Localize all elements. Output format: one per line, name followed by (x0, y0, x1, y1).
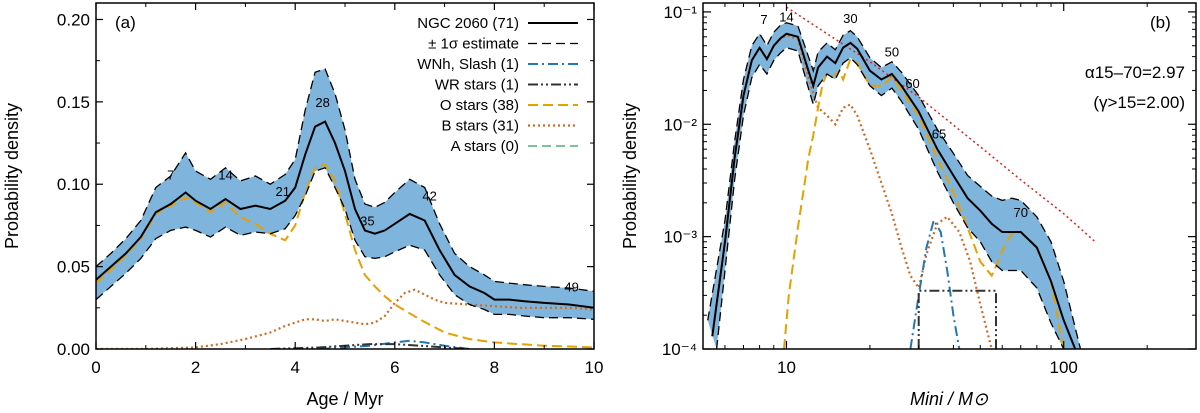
series-b-power-law (786, 6, 1096, 243)
legend-label: A stars (0) (451, 138, 519, 155)
panel-b-gamma: (γ>15=2.00) (1093, 93, 1185, 112)
x-tick-label-a: 6 (390, 358, 399, 377)
panel-b-label: (b) (1150, 13, 1171, 32)
x-tick-label-a: 4 (290, 358, 299, 377)
legend-label: WNh, Slash (1) (417, 56, 519, 73)
panel-a-label: (a) (115, 13, 136, 32)
series-a-wr-stars-1- (270, 343, 470, 349)
panel-b-frame (702, 2, 1197, 350)
x-tick-label-a: 10 (585, 358, 604, 377)
x-tick-label-b: 10 (777, 358, 796, 377)
x-tick-label-a: 8 (490, 358, 499, 377)
series-a--1- (96, 68, 594, 292)
y-tick-label-b: 10⁻⁴ (662, 340, 697, 359)
y-tick-label-a: 0.10 (57, 175, 90, 194)
panel-a: 7 14 21 28 35 42 49 0 2 4 6 8 10 0.00 0.05 0.10 0.15 0.2… (2, 2, 604, 409)
series-b-wnh (909, 217, 961, 349)
panel-a-legend: NGC 2060 (71) ± 1σ estimate WNh, Slash (1)… (417, 15, 578, 155)
legend-label: ± 1σ estimate (428, 36, 519, 53)
x-tick-label-b: 100 (1050, 358, 1078, 377)
legend-label: B stars (31) (441, 118, 519, 135)
y-tick-label-a: 0.20 (57, 10, 90, 29)
series-b-lower (715, 46, 1065, 349)
panel-a-ylabel: Probability density (2, 103, 22, 249)
sigma-band-a (96, 68, 594, 320)
annotation-b: 7 (760, 12, 767, 27)
series-a-wnh-slash-1- (320, 339, 470, 349)
annotation-b: 65 (932, 126, 946, 141)
series-b-total (711, 32, 1077, 349)
series-a-o-stars-38- (96, 163, 594, 349)
annotation-b: 50 (885, 45, 899, 60)
y-tick-label-a: 0.15 (57, 93, 90, 112)
annotation-a: 21 (276, 184, 290, 199)
annotation-b: 60 (905, 76, 919, 91)
series-b-wr-box (917, 289, 997, 349)
annotation-b: 14 (779, 10, 793, 25)
y-tick-label-b: 10⁻² (663, 115, 697, 134)
series-b-b-stars (711, 33, 993, 349)
x-tick-label-a: 2 (191, 358, 200, 377)
series-a--1- (96, 167, 594, 320)
panel-b-xlabel: Mini / M⊙ (910, 389, 989, 409)
legend-label: O stars (38) (440, 97, 519, 114)
legend-label: NGC 2060 (71) (417, 15, 519, 32)
legend-label: WR stars (1) (435, 77, 519, 94)
y-tick-label-a: 0.05 (57, 258, 90, 277)
y-tick-label-a: 0.00 (57, 340, 90, 359)
panel-b-ylabel: Probability density (620, 103, 640, 249)
annotation-b: 70 (1014, 205, 1028, 220)
annotation-b: 30 (843, 11, 857, 26)
series-b-upper (707, 22, 1082, 349)
annotation-a: 14 (218, 167, 232, 182)
panel-a-xlabel: Age / Myr (306, 389, 383, 409)
sigma-band-b (707, 22, 1081, 349)
y-tick-label-b: 10⁻¹ (663, 3, 697, 22)
series-a-ngc-2060-71- (96, 120, 594, 309)
x-tick-label-a: 0 (91, 358, 100, 377)
y-tick-label-b: 10⁻³ (663, 228, 697, 247)
annotation-a: 49 (564, 279, 578, 294)
annotation-a: 7 (167, 167, 174, 182)
annotation-a: 42 (422, 189, 436, 204)
annotation-a: 35 (360, 213, 374, 228)
annotation-a: 28 (315, 95, 329, 110)
panel-b-alpha: α15–70=2.97 (1085, 63, 1185, 82)
series-b-o-stars (783, 57, 1065, 349)
